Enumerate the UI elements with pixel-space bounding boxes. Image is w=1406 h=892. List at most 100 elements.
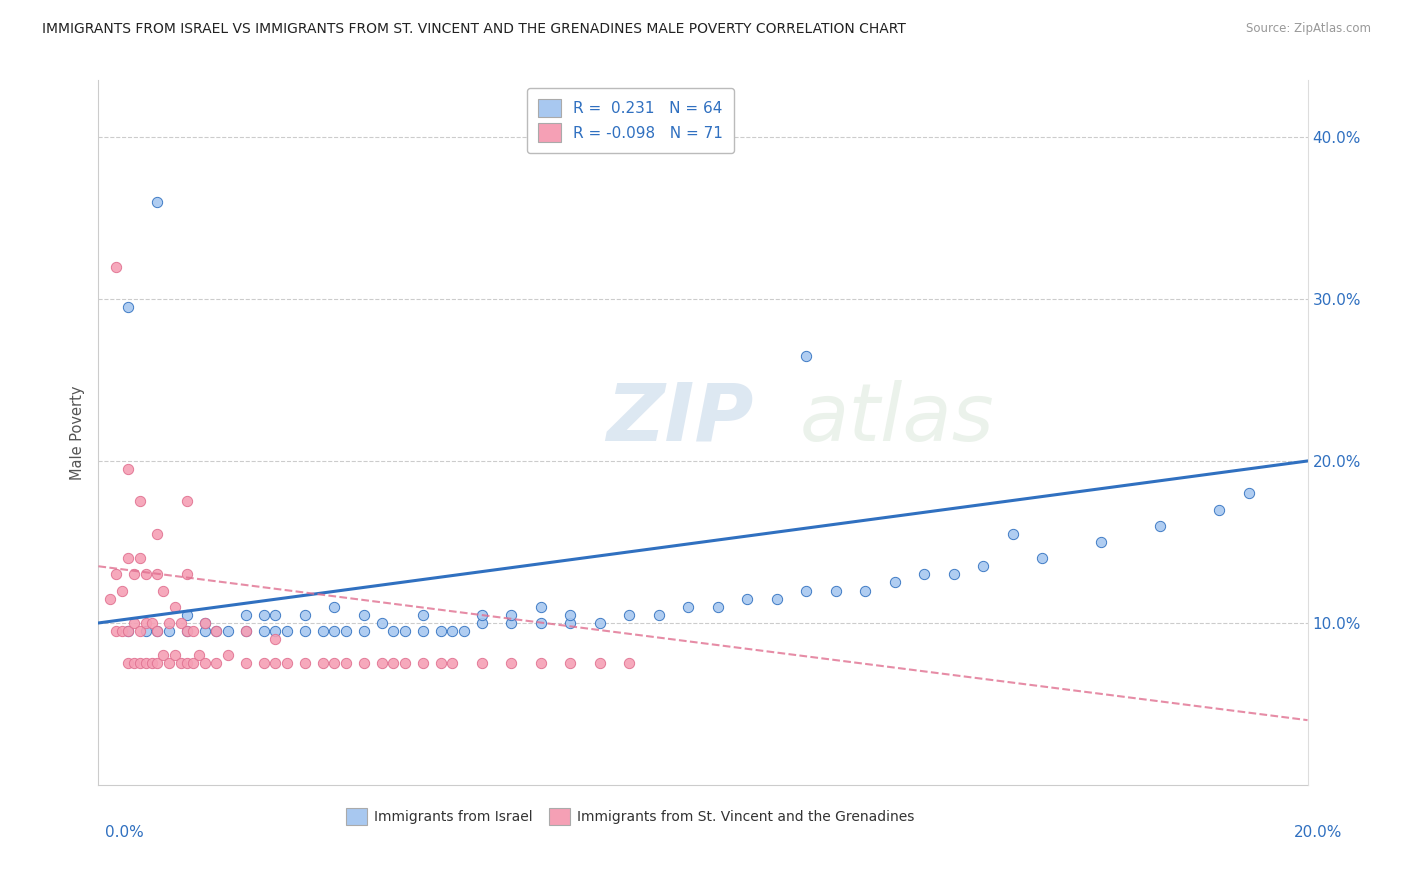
Point <box>264 607 287 622</box>
Point <box>217 648 239 663</box>
Point <box>294 624 316 638</box>
Point <box>394 657 416 671</box>
Point <box>128 551 150 566</box>
Point <box>165 599 187 614</box>
Point <box>589 657 612 671</box>
Point <box>706 599 728 614</box>
Point <box>264 624 287 638</box>
Point <box>1237 486 1260 500</box>
Point <box>235 624 257 638</box>
Point <box>117 300 139 314</box>
Point <box>135 567 157 582</box>
Point <box>560 615 582 630</box>
Point <box>501 615 523 630</box>
Point <box>678 599 700 614</box>
Point <box>105 624 128 638</box>
Point <box>187 648 209 663</box>
Point <box>205 624 228 638</box>
Point <box>619 657 641 671</box>
Point <box>122 615 145 630</box>
Point <box>135 615 157 630</box>
Point <box>105 567 128 582</box>
Point <box>105 260 128 274</box>
Point <box>157 657 180 671</box>
Point <box>1031 551 1053 566</box>
Point <box>1001 527 1024 541</box>
Point <box>117 624 139 638</box>
Point <box>429 624 451 638</box>
Point <box>194 624 217 638</box>
Text: ZIP: ZIP <box>606 379 754 458</box>
Point <box>176 567 198 582</box>
Point <box>412 624 434 638</box>
Text: 0.0%: 0.0% <box>105 825 145 840</box>
Point <box>122 657 145 671</box>
Point <box>146 657 169 671</box>
Point <box>128 657 150 671</box>
Point <box>235 624 257 638</box>
Point <box>205 624 228 638</box>
Point <box>1149 518 1171 533</box>
Point <box>176 494 198 508</box>
Point <box>323 624 346 638</box>
Point <box>735 591 758 606</box>
Point <box>370 657 392 671</box>
Point <box>181 657 204 671</box>
Point <box>1208 502 1230 516</box>
Point <box>157 615 180 630</box>
Point <box>170 657 193 671</box>
Point <box>530 615 553 630</box>
Point <box>170 615 193 630</box>
Point <box>382 624 405 638</box>
Point <box>501 607 523 622</box>
Point <box>141 615 163 630</box>
Point <box>117 551 139 566</box>
Point <box>648 607 671 622</box>
Point <box>353 657 375 671</box>
Text: atlas: atlas <box>800 379 994 458</box>
Point <box>146 624 169 638</box>
Point <box>111 624 134 638</box>
Point <box>117 657 139 671</box>
Point <box>429 657 451 671</box>
Point <box>146 527 169 541</box>
Point <box>912 567 935 582</box>
Point <box>176 657 198 671</box>
Point <box>453 624 475 638</box>
Point <box>252 607 274 622</box>
Point <box>370 615 392 630</box>
Point <box>152 583 174 598</box>
Point <box>122 567 145 582</box>
Point <box>176 624 198 638</box>
Point <box>382 657 405 671</box>
Point <box>471 615 494 630</box>
Point <box>176 624 198 638</box>
Point <box>311 624 333 638</box>
Point <box>765 591 787 606</box>
Point <box>794 349 817 363</box>
Point <box>471 607 494 622</box>
Point <box>335 624 357 638</box>
Point <box>194 615 217 630</box>
Point <box>146 567 169 582</box>
Point <box>181 624 204 638</box>
Point <box>471 657 494 671</box>
Point <box>194 657 217 671</box>
Point <box>353 624 375 638</box>
Point <box>235 657 257 671</box>
Point <box>252 657 274 671</box>
Point <box>560 607 582 622</box>
Text: 20.0%: 20.0% <box>1295 825 1343 840</box>
Point <box>883 575 905 590</box>
Point <box>135 624 157 638</box>
Point <box>146 194 169 209</box>
Point <box>128 624 150 638</box>
Point <box>146 624 169 638</box>
Point <box>294 657 316 671</box>
Point <box>501 657 523 671</box>
Point <box>311 657 333 671</box>
Point <box>441 657 464 671</box>
Point <box>117 462 139 476</box>
Point <box>530 657 553 671</box>
Point <box>794 583 817 598</box>
